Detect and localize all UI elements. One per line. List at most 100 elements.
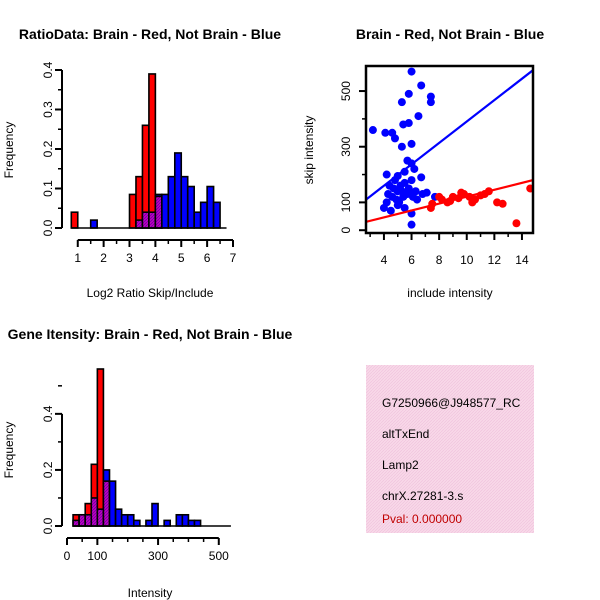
brain-bar <box>70 211 79 229</box>
y-tick-label: 0.0 <box>41 219 55 236</box>
y-tick-label: 0.0 <box>41 517 55 534</box>
y-tick-label: 500 <box>339 81 353 101</box>
not-brain-bar <box>151 502 159 527</box>
info-event-type: altTxEnd <box>382 427 429 441</box>
not-brain-point <box>404 119 413 128</box>
y-tick-label: 100 <box>339 192 353 212</box>
x-tick-label: 10 <box>460 253 474 267</box>
y-tick-label: 300 <box>339 136 353 156</box>
scatter-title: Brain - Red, Not Brain - Blue <box>356 26 544 42</box>
not-brain-bar <box>175 513 184 527</box>
not-brain-bar <box>181 513 190 527</box>
intensity-histogram: Gene Itensity: Brain - Red, Not Brain - … <box>2 326 293 600</box>
intensity-axes: 0 100 300 500 0.0 0.2 0.4 <box>41 385 229 563</box>
x-tick-label: 1 <box>74 251 81 265</box>
overlap-bar <box>84 513 93 527</box>
scatter-frame <box>364 64 535 235</box>
not-brain-bar <box>212 201 221 229</box>
info-probe-id: G7250966@J948577_RC <box>382 396 521 410</box>
not-brain-point <box>426 98 435 107</box>
ratio-axes: 1 2 3 4 5 6 7 0.0 0.1 0.2 0.3 0.4 <box>41 61 237 265</box>
not-brain-bar <box>199 201 208 229</box>
x-tick-label: 12 <box>488 253 502 267</box>
not-brain-bar <box>120 513 129 527</box>
y-tick-label: 0.2 <box>41 461 55 478</box>
x-tick-label: 8 <box>436 253 443 267</box>
not-brain-bar <box>206 185 215 229</box>
brain-point <box>435 192 444 201</box>
info-panel-clip: G7250966@J948577_RC altTxEnd Lamp2 chrX.… <box>382 396 521 526</box>
overlap-bar <box>102 480 111 527</box>
not-brain-bar <box>161 193 170 229</box>
not-brain-point <box>382 198 391 207</box>
brain-point <box>526 184 533 193</box>
not-brain-point <box>390 134 399 143</box>
not-brain-bar <box>180 175 189 229</box>
not-brain-point <box>400 178 409 187</box>
not-brain-point <box>397 142 406 151</box>
not-brain-bar <box>173 152 183 229</box>
brain-bar <box>128 193 137 229</box>
not-brain-point <box>417 173 426 182</box>
not-brain-point <box>386 206 395 215</box>
y-tick-label: 0.4 <box>41 61 55 78</box>
overlap-bar <box>148 211 157 229</box>
not-brain-point <box>407 67 416 76</box>
fit-line <box>366 69 533 201</box>
not-brain-point <box>397 98 406 107</box>
x-tick-label: 5 <box>178 251 185 265</box>
x-tick-label: 6 <box>408 253 415 267</box>
not-brain-point <box>400 203 409 212</box>
not-brain-bar <box>186 185 195 229</box>
info-panel-background <box>366 365 534 533</box>
not-brain-bar <box>167 175 176 229</box>
x-tick-label: 500 <box>209 549 229 563</box>
not-brain-bar <box>89 219 98 229</box>
intensity-ylabel: Frequency <box>2 422 16 479</box>
scatter-xlabel: include intensity <box>407 286 492 300</box>
not-brain-point <box>368 126 377 135</box>
y-tick-label: 0.2 <box>41 140 55 157</box>
brain-point <box>457 188 466 197</box>
overlap-bar <box>141 211 150 229</box>
not-brain-bar <box>193 211 202 229</box>
x-tick-label: 0 <box>64 549 71 563</box>
not-brain-point <box>422 188 431 197</box>
scatter-clip <box>366 67 533 229</box>
x-tick-label: 14 <box>515 253 529 267</box>
ratio-ylabel: Frequency <box>2 122 16 179</box>
scatter-ylabel: skip intensity <box>302 116 316 185</box>
x-tick-label: 2 <box>100 251 107 265</box>
not-brain-point <box>381 128 390 137</box>
fit-line <box>366 179 533 223</box>
brain-bar <box>96 368 105 527</box>
intensity-histogram-title: Gene Itensity: Brain - Red, Not Brain - … <box>8 326 293 342</box>
not-brain-point <box>413 195 422 204</box>
scatter-body <box>366 67 533 229</box>
overlap-bar <box>78 513 87 527</box>
overlap-bar <box>72 519 80 527</box>
not-brain-point <box>414 112 423 121</box>
x-tick-label: 6 <box>204 251 211 265</box>
not-brain-bar <box>145 519 153 527</box>
not-brain-point <box>407 176 416 185</box>
scatter-axes: 4 6 8 10 12 14 0 100 300 500 <box>339 64 535 267</box>
intensity-bars <box>72 368 231 527</box>
not-brain-point <box>382 170 391 179</box>
not-brain-point <box>417 81 426 90</box>
y-tick-label: 0.1 <box>41 180 55 197</box>
not-brain-point <box>410 164 419 173</box>
not-brain-point <box>407 220 416 229</box>
intensity-xlabel: Intensity <box>128 586 173 600</box>
info-gene: Lamp2 <box>382 458 419 472</box>
y-tick-label: 0.4 <box>41 405 55 422</box>
not-brain-bar <box>163 519 172 527</box>
info-pval: Pval: 0.000000 <box>382 512 462 526</box>
info-panel: G7250966@J948577_RC altTxEnd Lamp2 chrX.… <box>366 365 534 533</box>
not-brain-bar <box>187 519 196 527</box>
not-brain-point <box>404 89 413 98</box>
y-tick-label: 0 <box>339 227 353 234</box>
not-brain-bar <box>126 513 135 527</box>
x-tick-label: 3 <box>126 251 133 265</box>
